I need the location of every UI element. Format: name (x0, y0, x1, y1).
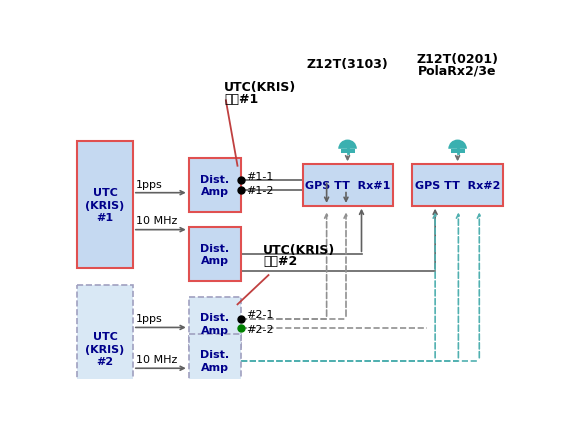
Text: PolaRx2/3e: PolaRx2/3e (418, 64, 497, 77)
Text: 1pps: 1pps (136, 314, 163, 323)
Bar (189, 158, 242, 213)
Bar (451, 150, 464, 154)
Bar (189, 228, 242, 282)
Text: #1-2: #1-2 (246, 186, 273, 196)
Bar (303, 165, 392, 206)
Text: Dist.
Amp: Dist. Amp (201, 313, 230, 335)
Text: 10 MHz: 10 MHz (136, 354, 177, 364)
Text: Z12T(0201): Z12T(0201) (417, 53, 498, 66)
Text: Dist.
Amp: Dist. Amp (201, 174, 230, 197)
Bar (341, 150, 354, 154)
Text: Z12T(3103): Z12T(3103) (307, 58, 388, 71)
Text: #1-1: #1-1 (246, 171, 273, 181)
Text: #2-1: #2-1 (246, 310, 273, 320)
Text: GPS TT  Rx#1: GPS TT Rx#1 (305, 181, 391, 190)
Text: UTC(KRIS): UTC(KRIS) (263, 243, 335, 256)
Text: 정의#2: 정의#2 (263, 255, 297, 268)
Text: UTC(KRIS): UTC(KRIS) (225, 81, 297, 94)
Bar (189, 334, 242, 388)
Wedge shape (448, 140, 467, 150)
Text: 1pps: 1pps (136, 179, 163, 189)
Bar (77, 285, 133, 412)
Text: UTC
(KRIS)
#2: UTC (KRIS) #2 (86, 331, 125, 366)
Text: 정의#1: 정의#1 (225, 92, 259, 106)
Bar (412, 165, 503, 206)
Bar (77, 142, 133, 268)
Text: 10 MHz: 10 MHz (136, 216, 177, 226)
Text: Dist.
Amp: Dist. Amp (201, 244, 230, 266)
Text: GPS TT  Rx#2: GPS TT Rx#2 (415, 181, 500, 190)
Wedge shape (338, 140, 357, 150)
Text: #2-2: #2-2 (246, 324, 274, 334)
Bar (189, 297, 242, 351)
Text: UTC
(KRIS)
#1: UTC (KRIS) #1 (86, 188, 125, 222)
Text: Dist.
Amp: Dist. Amp (201, 349, 230, 372)
